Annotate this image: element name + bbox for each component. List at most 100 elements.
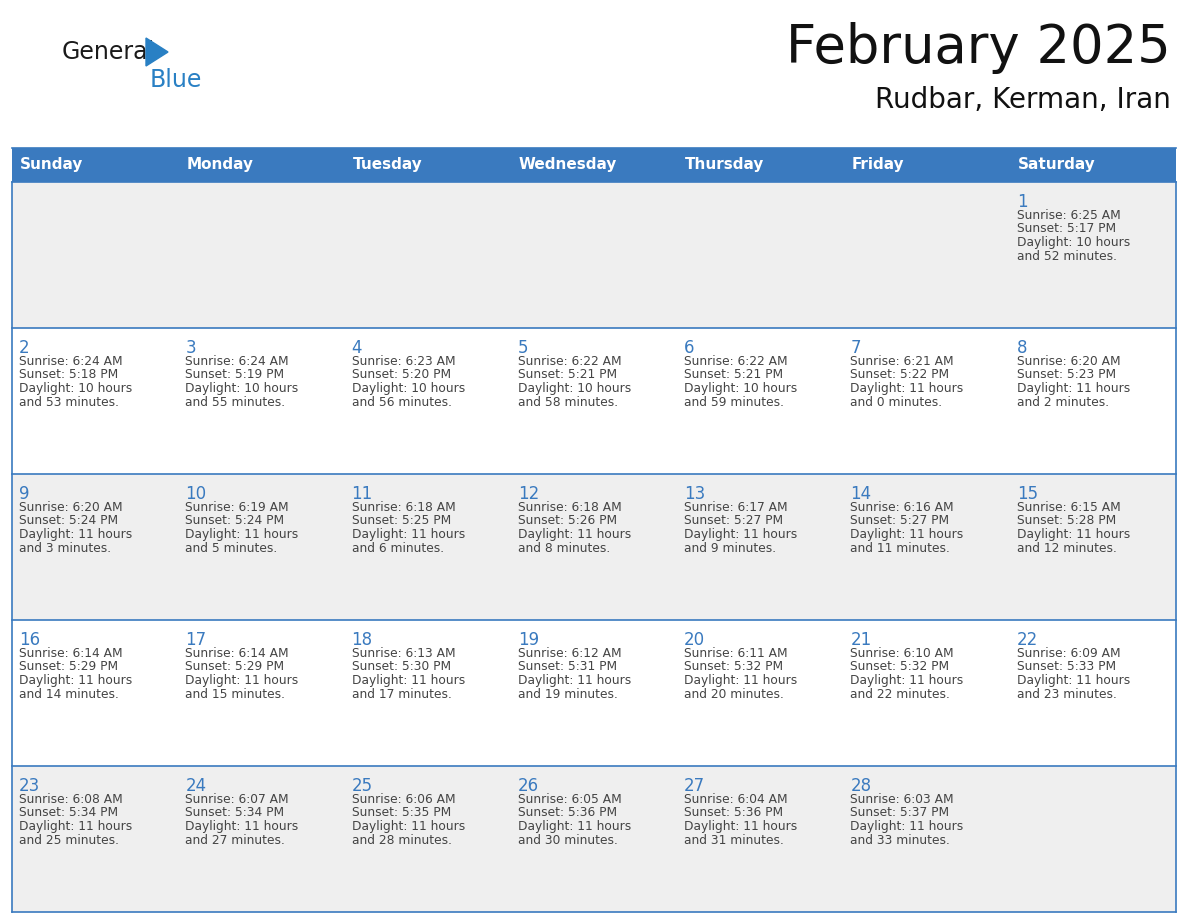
Text: Daylight: 10 hours: Daylight: 10 hours bbox=[185, 382, 298, 395]
Text: 16: 16 bbox=[19, 631, 40, 649]
Text: Daylight: 11 hours: Daylight: 11 hours bbox=[684, 820, 797, 833]
Text: 4: 4 bbox=[352, 339, 362, 357]
Text: and 22 minutes.: and 22 minutes. bbox=[851, 688, 950, 700]
Text: Sunrise: 6:15 AM: Sunrise: 6:15 AM bbox=[1017, 501, 1120, 514]
Text: Sunrise: 6:18 AM: Sunrise: 6:18 AM bbox=[352, 501, 455, 514]
Text: Sunrise: 6:05 AM: Sunrise: 6:05 AM bbox=[518, 793, 621, 806]
Text: and 15 minutes.: and 15 minutes. bbox=[185, 688, 285, 700]
Text: Sunrise: 6:10 AM: Sunrise: 6:10 AM bbox=[851, 647, 954, 660]
Text: Sunrise: 6:22 AM: Sunrise: 6:22 AM bbox=[684, 355, 788, 368]
Text: and 58 minutes.: and 58 minutes. bbox=[518, 396, 618, 409]
Text: 28: 28 bbox=[851, 777, 872, 795]
Text: and 9 minutes.: and 9 minutes. bbox=[684, 542, 776, 554]
Text: Sunrise: 6:14 AM: Sunrise: 6:14 AM bbox=[185, 647, 289, 660]
Text: 24: 24 bbox=[185, 777, 207, 795]
Text: Sunrise: 6:21 AM: Sunrise: 6:21 AM bbox=[851, 355, 954, 368]
Text: Sunrise: 6:20 AM: Sunrise: 6:20 AM bbox=[1017, 355, 1120, 368]
Text: Sunrise: 6:06 AM: Sunrise: 6:06 AM bbox=[352, 793, 455, 806]
Text: Sunset: 5:29 PM: Sunset: 5:29 PM bbox=[19, 660, 118, 674]
Text: Sunrise: 6:04 AM: Sunrise: 6:04 AM bbox=[684, 793, 788, 806]
Text: and 8 minutes.: and 8 minutes. bbox=[518, 542, 611, 554]
Text: Daylight: 11 hours: Daylight: 11 hours bbox=[352, 820, 465, 833]
Text: Sunrise: 6:09 AM: Sunrise: 6:09 AM bbox=[1017, 647, 1120, 660]
Text: Daylight: 11 hours: Daylight: 11 hours bbox=[518, 674, 631, 687]
Text: Sunrise: 6:25 AM: Sunrise: 6:25 AM bbox=[1017, 209, 1120, 222]
Text: 8: 8 bbox=[1017, 339, 1028, 357]
Text: and 14 minutes.: and 14 minutes. bbox=[19, 688, 119, 700]
Bar bbox=[12, 766, 1176, 912]
Text: and 59 minutes.: and 59 minutes. bbox=[684, 396, 784, 409]
Text: 18: 18 bbox=[352, 631, 373, 649]
Text: 27: 27 bbox=[684, 777, 706, 795]
Text: and 30 minutes.: and 30 minutes. bbox=[518, 834, 618, 846]
Text: Sunrise: 6:17 AM: Sunrise: 6:17 AM bbox=[684, 501, 788, 514]
Text: Sunrise: 6:16 AM: Sunrise: 6:16 AM bbox=[851, 501, 954, 514]
Text: Thursday: Thursday bbox=[685, 158, 765, 173]
Text: and 0 minutes.: and 0 minutes. bbox=[851, 396, 942, 409]
Text: Daylight: 11 hours: Daylight: 11 hours bbox=[1017, 528, 1130, 541]
Text: Daylight: 10 hours: Daylight: 10 hours bbox=[518, 382, 631, 395]
Text: and 23 minutes.: and 23 minutes. bbox=[1017, 688, 1117, 700]
Text: Daylight: 11 hours: Daylight: 11 hours bbox=[684, 528, 797, 541]
Text: and 11 minutes.: and 11 minutes. bbox=[851, 542, 950, 554]
Text: Sunset: 5:36 PM: Sunset: 5:36 PM bbox=[684, 807, 783, 820]
Text: Sunset: 5:34 PM: Sunset: 5:34 PM bbox=[19, 807, 118, 820]
Text: and 31 minutes.: and 31 minutes. bbox=[684, 834, 784, 846]
Text: Friday: Friday bbox=[852, 158, 904, 173]
Text: and 6 minutes.: and 6 minutes. bbox=[352, 542, 443, 554]
Text: Sunset: 5:27 PM: Sunset: 5:27 PM bbox=[851, 514, 949, 528]
Text: and 12 minutes.: and 12 minutes. bbox=[1017, 542, 1117, 554]
Text: Daylight: 11 hours: Daylight: 11 hours bbox=[851, 674, 963, 687]
Text: Daylight: 11 hours: Daylight: 11 hours bbox=[19, 674, 132, 687]
Text: Sunset: 5:28 PM: Sunset: 5:28 PM bbox=[1017, 514, 1116, 528]
Text: Sunset: 5:36 PM: Sunset: 5:36 PM bbox=[518, 807, 617, 820]
Polygon shape bbox=[146, 38, 168, 66]
Text: and 55 minutes.: and 55 minutes. bbox=[185, 396, 285, 409]
Text: and 19 minutes.: and 19 minutes. bbox=[518, 688, 618, 700]
Text: Daylight: 10 hours: Daylight: 10 hours bbox=[684, 382, 797, 395]
Text: Saturday: Saturday bbox=[1018, 158, 1095, 173]
Text: 10: 10 bbox=[185, 485, 207, 503]
Text: Sunday: Sunday bbox=[20, 158, 83, 173]
Text: 13: 13 bbox=[684, 485, 706, 503]
Text: Sunset: 5:30 PM: Sunset: 5:30 PM bbox=[352, 660, 450, 674]
Text: 6: 6 bbox=[684, 339, 695, 357]
Text: Sunrise: 6:08 AM: Sunrise: 6:08 AM bbox=[19, 793, 122, 806]
Text: 1: 1 bbox=[1017, 193, 1028, 211]
Text: Sunset: 5:32 PM: Sunset: 5:32 PM bbox=[684, 660, 783, 674]
Text: 22: 22 bbox=[1017, 631, 1038, 649]
Text: and 5 minutes.: and 5 minutes. bbox=[185, 542, 278, 554]
Text: 3: 3 bbox=[185, 339, 196, 357]
Text: Sunrise: 6:23 AM: Sunrise: 6:23 AM bbox=[352, 355, 455, 368]
Text: Sunset: 5:37 PM: Sunset: 5:37 PM bbox=[851, 807, 949, 820]
Text: Tuesday: Tuesday bbox=[353, 158, 422, 173]
Text: 14: 14 bbox=[851, 485, 872, 503]
Text: Sunrise: 6:20 AM: Sunrise: 6:20 AM bbox=[19, 501, 122, 514]
Text: Sunset: 5:19 PM: Sunset: 5:19 PM bbox=[185, 368, 284, 382]
Text: Sunset: 5:23 PM: Sunset: 5:23 PM bbox=[1017, 368, 1116, 382]
Text: Sunset: 5:25 PM: Sunset: 5:25 PM bbox=[352, 514, 450, 528]
Text: Sunset: 5:35 PM: Sunset: 5:35 PM bbox=[352, 807, 450, 820]
Text: Sunset: 5:20 PM: Sunset: 5:20 PM bbox=[352, 368, 450, 382]
Bar bbox=[12, 474, 1176, 620]
Text: Daylight: 10 hours: Daylight: 10 hours bbox=[352, 382, 465, 395]
Text: Sunrise: 6:11 AM: Sunrise: 6:11 AM bbox=[684, 647, 788, 660]
Text: 21: 21 bbox=[851, 631, 872, 649]
Text: Sunrise: 6:19 AM: Sunrise: 6:19 AM bbox=[185, 501, 289, 514]
Text: Daylight: 11 hours: Daylight: 11 hours bbox=[851, 528, 963, 541]
Text: 7: 7 bbox=[851, 339, 861, 357]
Text: 23: 23 bbox=[19, 777, 40, 795]
Bar bbox=[12, 328, 1176, 474]
Text: 26: 26 bbox=[518, 777, 539, 795]
Text: and 33 minutes.: and 33 minutes. bbox=[851, 834, 950, 846]
Bar bbox=[12, 182, 1176, 328]
Text: Wednesday: Wednesday bbox=[519, 158, 618, 173]
Text: 2: 2 bbox=[19, 339, 30, 357]
Text: Daylight: 10 hours: Daylight: 10 hours bbox=[19, 382, 132, 395]
Text: Sunset: 5:24 PM: Sunset: 5:24 PM bbox=[19, 514, 118, 528]
Text: Sunset: 5:18 PM: Sunset: 5:18 PM bbox=[19, 368, 119, 382]
Text: February 2025: February 2025 bbox=[786, 22, 1171, 74]
Text: Daylight: 11 hours: Daylight: 11 hours bbox=[352, 528, 465, 541]
Text: and 28 minutes.: and 28 minutes. bbox=[352, 834, 451, 846]
Text: Sunset: 5:27 PM: Sunset: 5:27 PM bbox=[684, 514, 783, 528]
